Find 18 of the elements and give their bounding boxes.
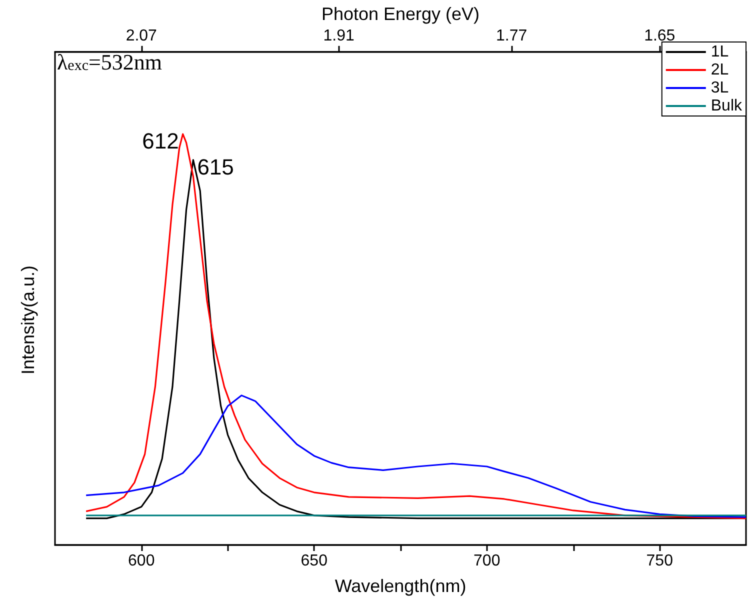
x-tick-label: 700 xyxy=(474,552,500,570)
legend-label: 1L xyxy=(710,44,729,60)
x-tick-label: 600 xyxy=(128,552,155,570)
x2-tick-label: 1.65 xyxy=(644,27,676,44)
legend-label: 2L xyxy=(710,62,729,78)
x2-tick-label: 1.77 xyxy=(496,27,528,44)
annotation: 615 xyxy=(197,154,234,180)
annotation: 612 xyxy=(142,128,179,154)
x-axis-title: Wavelength(nm) xyxy=(334,576,466,596)
x2-axis-title: Photon Energy (eV) xyxy=(321,4,480,24)
legend-label: Bulk xyxy=(710,98,743,114)
x2-tick-label: 2.07 xyxy=(126,27,158,44)
text: λexc=532nm xyxy=(57,50,162,74)
legend-label: 3L xyxy=(710,80,729,96)
x-tick-label: 750 xyxy=(646,552,674,570)
x2-tick-label: 1.91 xyxy=(323,27,354,44)
x-tick-label: 650 xyxy=(300,552,328,570)
y-axis-title: Intensity(a.u.) xyxy=(18,265,38,375)
